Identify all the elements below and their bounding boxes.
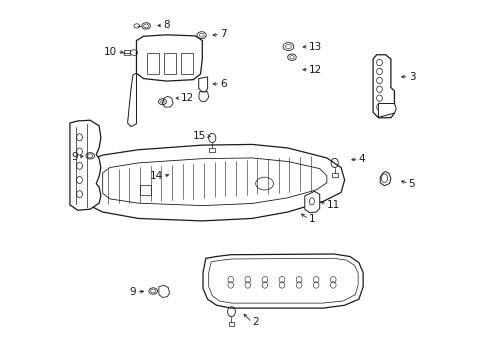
- Text: 15: 15: [193, 131, 206, 140]
- Polygon shape: [203, 254, 363, 308]
- Polygon shape: [127, 73, 137, 127]
- Bar: [124, 50, 130, 55]
- Text: 10: 10: [104, 47, 117, 57]
- Bar: [229, 321, 234, 326]
- Bar: [181, 53, 193, 74]
- Text: 9: 9: [130, 287, 137, 297]
- Text: 4: 4: [359, 154, 366, 164]
- Polygon shape: [159, 285, 170, 297]
- Polygon shape: [209, 258, 358, 303]
- Polygon shape: [305, 192, 319, 213]
- Text: 1: 1: [309, 214, 316, 224]
- Polygon shape: [70, 120, 101, 210]
- Text: 5: 5: [409, 179, 416, 189]
- Bar: [140, 185, 151, 195]
- Text: 12: 12: [309, 65, 322, 75]
- Text: 13: 13: [309, 41, 322, 51]
- Polygon shape: [137, 35, 202, 81]
- Ellipse shape: [80, 177, 93, 195]
- Polygon shape: [373, 55, 394, 118]
- Text: 11: 11: [327, 200, 340, 210]
- Polygon shape: [380, 171, 391, 186]
- Polygon shape: [103, 158, 327, 206]
- Polygon shape: [81, 144, 344, 221]
- Text: 8: 8: [163, 20, 170, 30]
- Polygon shape: [378, 103, 396, 117]
- Text: 7: 7: [220, 29, 227, 39]
- Text: 2: 2: [252, 317, 259, 327]
- Text: 9: 9: [71, 152, 78, 162]
- Bar: [209, 148, 215, 152]
- Text: 12: 12: [181, 93, 194, 103]
- Bar: [147, 53, 159, 74]
- Text: 6: 6: [220, 79, 227, 89]
- Text: 14: 14: [150, 171, 163, 181]
- Polygon shape: [163, 96, 173, 107]
- Bar: [332, 173, 338, 177]
- Bar: [164, 53, 175, 74]
- Text: 3: 3: [409, 72, 416, 82]
